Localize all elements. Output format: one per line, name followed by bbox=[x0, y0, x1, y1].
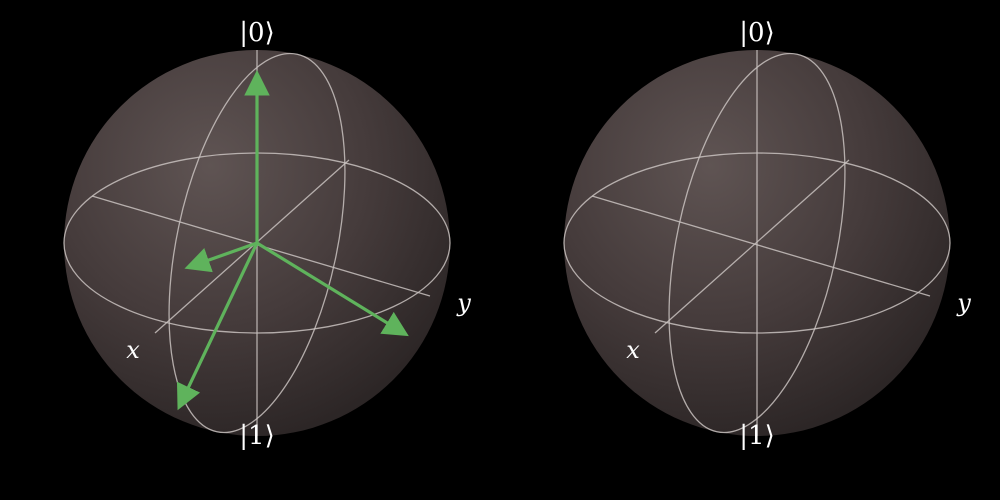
x-axis-line bbox=[154, 159, 350, 334]
y-axis-label: y bbox=[456, 289, 471, 317]
x-axis-line bbox=[654, 159, 850, 334]
y-axis-label: y bbox=[956, 289, 971, 317]
x-axis-label: x bbox=[126, 336, 140, 364]
ket-zero-label: |0⟩ bbox=[739, 18, 774, 48]
state-vectors bbox=[176, 70, 409, 411]
ket-one-label: |1⟩ bbox=[239, 421, 274, 451]
meridian-circle bbox=[668, 52, 846, 434]
state-vector bbox=[256, 241, 409, 337]
bloch-sphere-right: |0⟩ |1⟩ x y bbox=[563, 18, 971, 451]
ket-one-label: |1⟩ bbox=[739, 421, 774, 451]
state-vector bbox=[184, 241, 258, 273]
x-axis-label: x bbox=[626, 336, 640, 364]
ket-zero-label: |0⟩ bbox=[239, 18, 274, 48]
y-axis-line bbox=[591, 195, 931, 297]
state-vector bbox=[176, 242, 259, 411]
bloch-sphere-left: |0⟩ |1⟩ x y bbox=[63, 18, 471, 451]
meridian-circle bbox=[168, 52, 346, 434]
